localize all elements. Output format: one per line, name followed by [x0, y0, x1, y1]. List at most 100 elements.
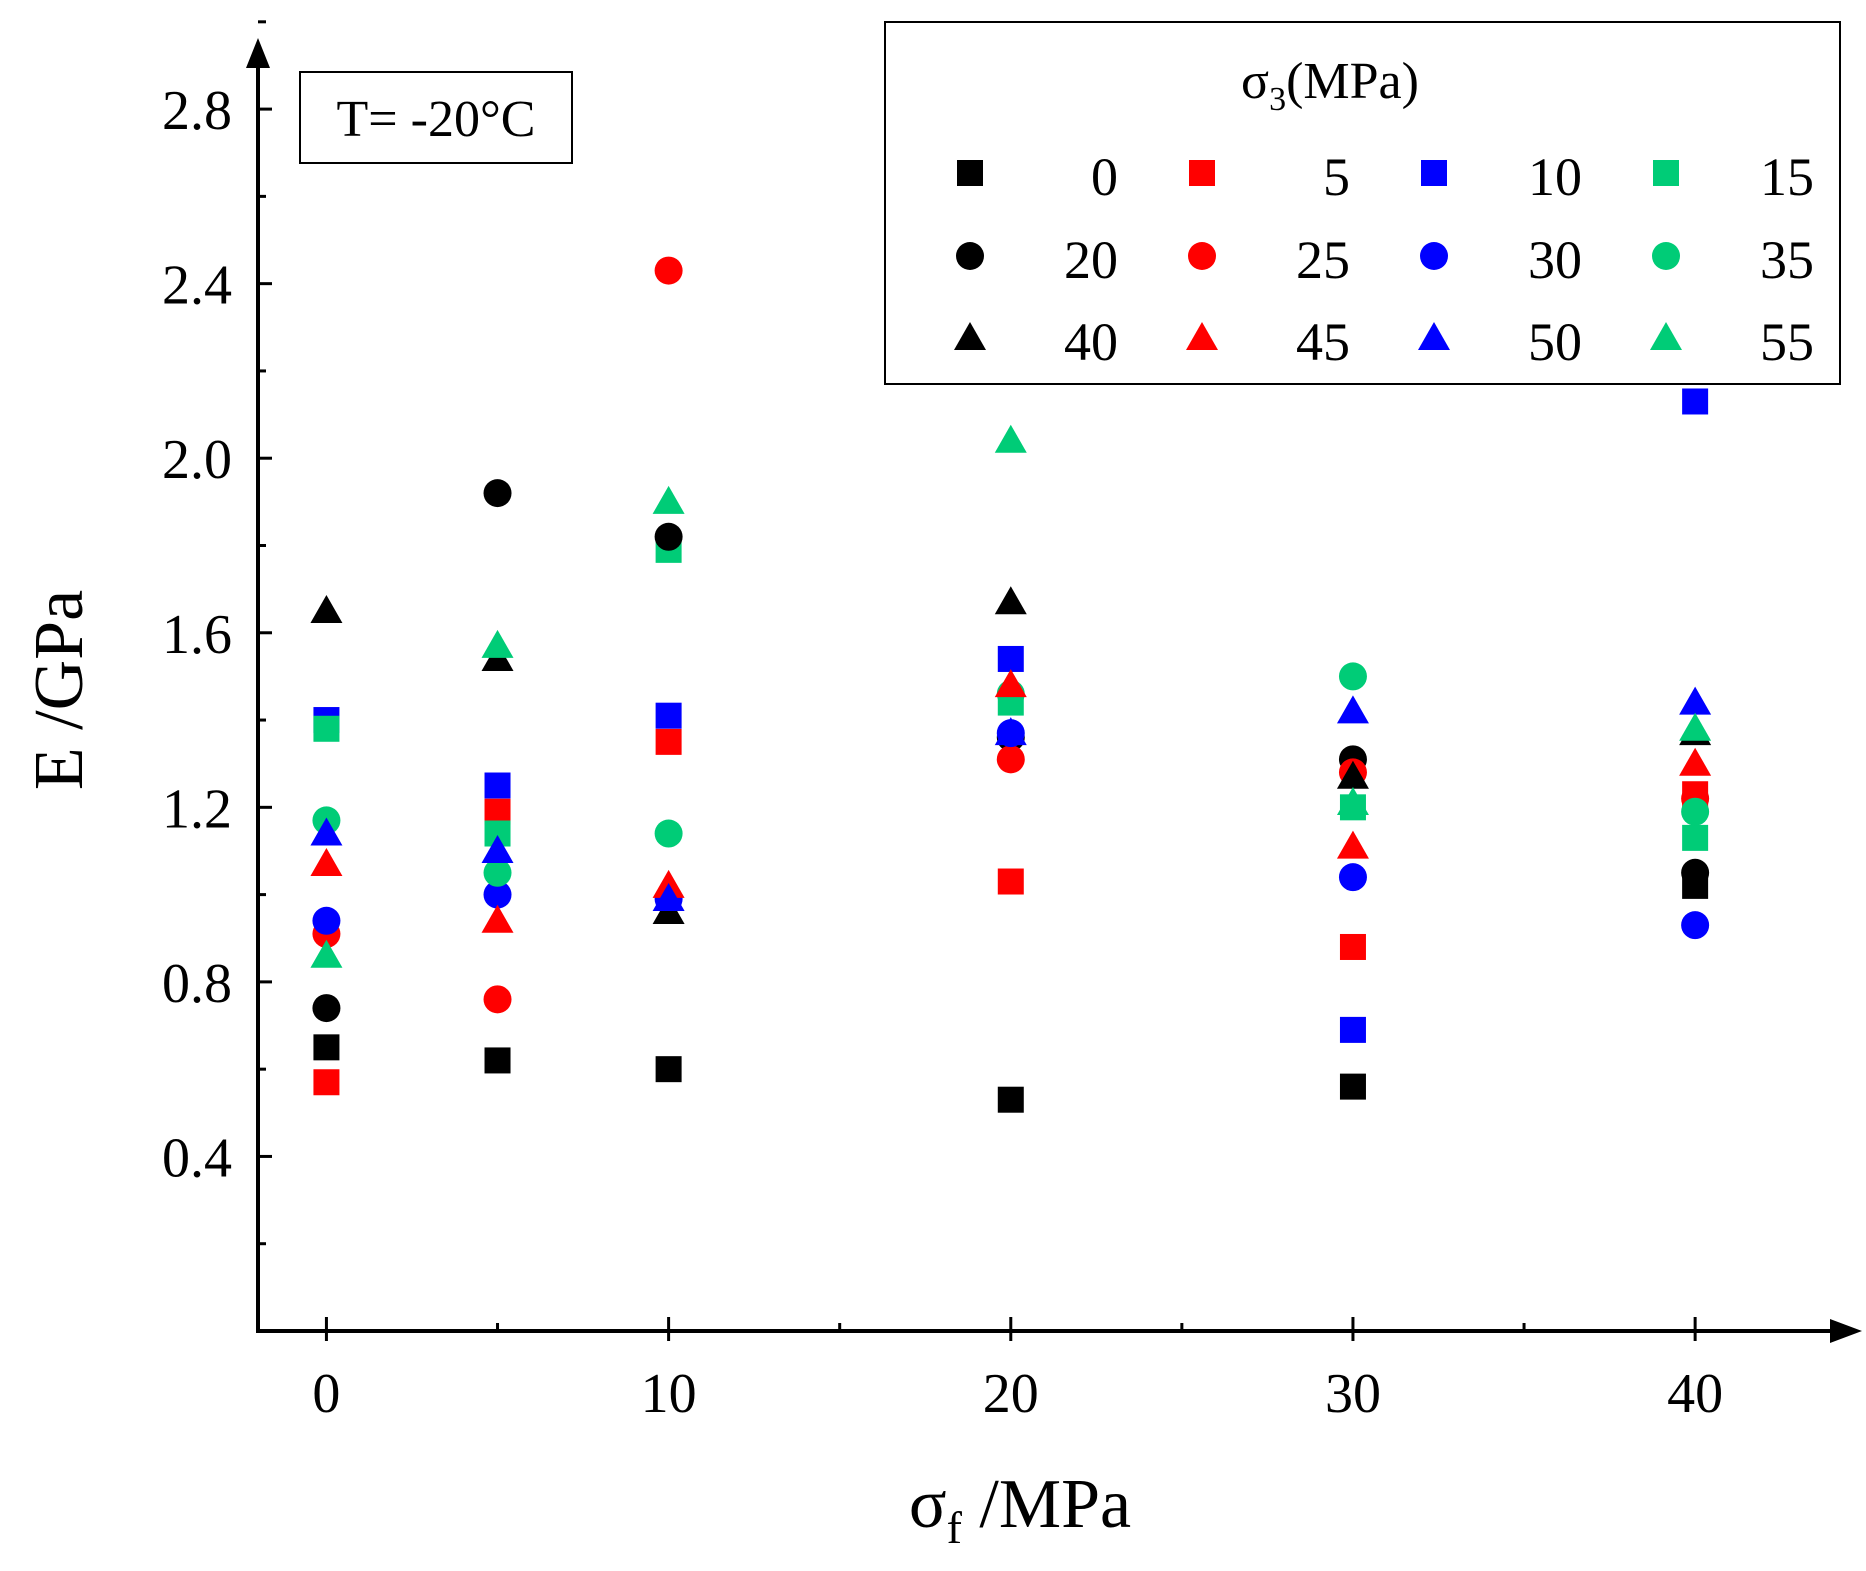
legend-title-subscript: 3 — [1269, 81, 1286, 118]
legend-marker — [1418, 322, 1450, 350]
legend-label: 30 — [1528, 230, 1582, 290]
legend-label: 40 — [1064, 312, 1118, 372]
legend-title: σ3(MPa) — [1241, 53, 1419, 118]
series-5 — [313, 728, 1709, 1096]
data-point — [1681, 797, 1710, 826]
data-point — [655, 728, 682, 755]
legend-item: 45 — [1186, 312, 1350, 372]
legend-label: 5 — [1323, 147, 1350, 207]
data-point — [654, 522, 683, 551]
data-point — [310, 848, 343, 877]
legend-label: 50 — [1528, 312, 1582, 372]
data-point — [310, 817, 343, 846]
series-45 — [310, 669, 1712, 933]
x-axis-arrowhead — [1830, 1319, 1862, 1343]
data-point — [1339, 933, 1366, 960]
data-point — [481, 904, 514, 933]
legend-item: 25 — [1188, 230, 1350, 290]
legend-marker — [956, 242, 984, 270]
data-point — [1681, 858, 1710, 887]
data-point — [654, 819, 683, 848]
legend-label: 25 — [1296, 230, 1350, 290]
data-point — [1336, 695, 1369, 724]
x-tick-label: 10 — [641, 1363, 697, 1425]
data-point — [484, 1047, 511, 1074]
data-point — [1679, 747, 1712, 776]
data-point — [310, 594, 343, 623]
axes: 0.40.81.21.62.02.42.8 0 10 20 30 40 — [162, 20, 1862, 1425]
legend-label: 35 — [1760, 230, 1814, 290]
data-point — [1682, 388, 1709, 415]
legend-item: 0 — [957, 147, 1118, 207]
y-tick-label: 2.0 — [162, 429, 232, 491]
legend-items: 0 5 10 15 20 25 30 35 40 45 50 55 — [954, 147, 1814, 372]
legend-marker — [1188, 242, 1216, 270]
series-0 — [313, 872, 1709, 1113]
x-axis-label-symbol: σ — [909, 1466, 947, 1543]
data-point — [994, 424, 1027, 453]
y-axis-label: E /GPa — [21, 590, 98, 790]
x-tick-label: 20 — [983, 1363, 1039, 1425]
data-point — [313, 1069, 340, 1096]
data-point — [313, 1034, 340, 1061]
y-axis-arrowhead — [246, 38, 270, 68]
x-tick-label: 0 — [312, 1363, 340, 1425]
legend-item: 5 — [1189, 147, 1350, 207]
legend-box — [884, 21, 1841, 385]
y-tick-label: 0.8 — [162, 953, 232, 1015]
y-tick-label: 1.2 — [162, 778, 232, 840]
data-point — [481, 834, 514, 863]
data-point — [1338, 863, 1367, 892]
data-point — [1679, 686, 1712, 715]
data-point — [994, 586, 1027, 615]
legend-item: 10 — [1421, 147, 1582, 207]
data-points — [310, 256, 1712, 1113]
y-tick-label: 1.6 — [162, 604, 232, 666]
data-point — [1336, 830, 1369, 859]
data-point — [1681, 911, 1710, 940]
data-point — [310, 939, 343, 968]
legend-marker — [1189, 160, 1215, 186]
x-axis-label-subscript: f — [947, 1502, 963, 1553]
y-tick-label: 2.4 — [162, 255, 232, 317]
legend-label: 15 — [1760, 147, 1814, 207]
data-point — [997, 868, 1024, 895]
data-point — [1336, 786, 1369, 815]
series-10 — [313, 388, 1709, 1043]
legend-label: 20 — [1064, 230, 1118, 290]
legend-marker — [1652, 242, 1680, 270]
legend-marker — [1650, 322, 1682, 350]
data-point — [652, 485, 685, 514]
y-tick-label: 2.8 — [162, 80, 232, 142]
legend-item: 30 — [1420, 230, 1582, 290]
data-point — [1336, 760, 1369, 789]
legend: σ3(MPa) 0 5 10 15 20 25 30 35 40 45 50 55 — [884, 21, 1841, 385]
legend-marker — [957, 160, 983, 186]
x-axis-ticks: 0 10 20 30 40 — [312, 1317, 1723, 1425]
data-point — [655, 1056, 682, 1083]
y-axis-ticks: 0.4 0.8 1.2 1.6 2.0 2.4 2.8 — [162, 20, 272, 1246]
data-point — [1339, 1016, 1366, 1043]
series-50 — [310, 686, 1712, 911]
data-point — [1338, 662, 1367, 691]
data-point — [312, 994, 341, 1023]
series-55 — [310, 424, 1712, 968]
annotation-text: T= -20°C — [337, 91, 536, 148]
data-point — [484, 772, 511, 799]
legend-marker — [954, 322, 986, 350]
legend-title-unit: (MPa) — [1286, 53, 1419, 110]
legend-label: 55 — [1760, 312, 1814, 372]
data-point — [996, 745, 1025, 774]
data-point — [1339, 1073, 1366, 1100]
legend-label: 10 — [1528, 147, 1582, 207]
legend-item: 55 — [1650, 312, 1814, 372]
data-point — [994, 669, 1027, 698]
data-point — [312, 906, 341, 935]
legend-item: 15 — [1653, 147, 1814, 207]
data-point — [997, 1086, 1024, 1113]
legend-item: 35 — [1652, 230, 1814, 290]
x-axis-label: σf /MPa — [909, 1466, 1131, 1553]
data-point — [652, 882, 685, 911]
legend-label: 45 — [1296, 312, 1350, 372]
